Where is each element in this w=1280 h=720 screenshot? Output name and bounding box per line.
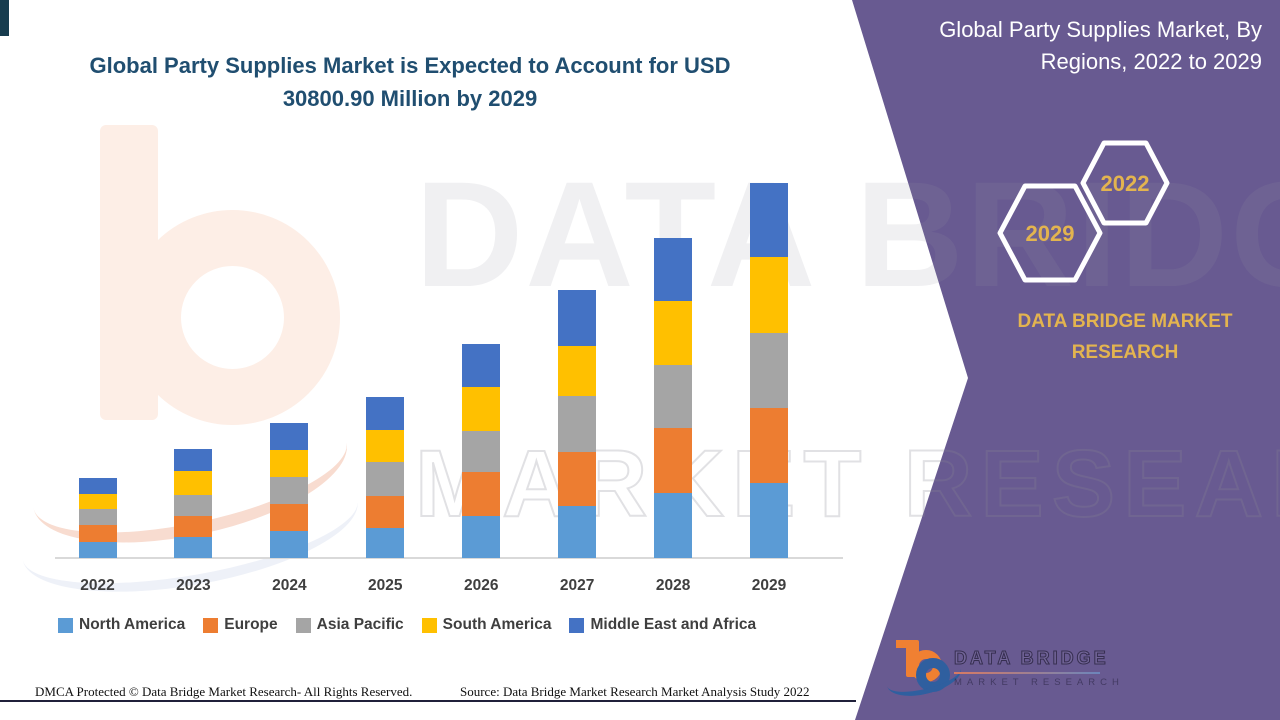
legend-label: North America bbox=[79, 616, 186, 633]
chart-title: Global Party Supplies Market is Expected… bbox=[89, 53, 731, 111]
legend-label: Asia Pacific bbox=[316, 616, 404, 633]
bar-segment-asia-pacific bbox=[270, 476, 309, 504]
bar-segment-middle-east-and-africa bbox=[558, 289, 597, 346]
bar-segment-middle-east-and-africa bbox=[462, 343, 501, 387]
legend-item-middle-east-and-africa: Middle East and Africa bbox=[569, 616, 756, 634]
corner-accent-mark bbox=[0, 0, 9, 36]
bar-segment-north-america bbox=[366, 527, 405, 558]
bar-segment-north-america bbox=[462, 516, 501, 558]
legend-item-asia-pacific: Asia Pacific bbox=[295, 616, 404, 634]
stacked-bar-2022 bbox=[78, 478, 117, 558]
x-axis-label-2028: 2028 bbox=[655, 577, 691, 594]
legend-label: South America bbox=[442, 616, 552, 633]
footer-divider-line bbox=[0, 700, 856, 702]
legend-swatch bbox=[295, 617, 311, 633]
legend-item-europe: Europe bbox=[203, 616, 278, 634]
x-axis-label-2026: 2026 bbox=[463, 577, 499, 594]
legend-swatch bbox=[569, 617, 585, 633]
legend-swatch bbox=[203, 617, 219, 633]
stacked-bar-2028 bbox=[654, 238, 693, 558]
stacked-bar-2026 bbox=[462, 343, 501, 558]
bar-segment-middle-east-and-africa bbox=[174, 449, 213, 472]
bar-segment-middle-east-and-africa bbox=[78, 478, 117, 494]
x-axis-label-2023: 2023 bbox=[176, 577, 211, 594]
bar-segment-south-america bbox=[558, 345, 597, 397]
bar-segment-south-america bbox=[654, 300, 693, 365]
x-axis-label-2027: 2027 bbox=[559, 577, 595, 594]
legend-label: Middle East and Africa bbox=[590, 616, 757, 633]
legend-swatch bbox=[58, 617, 73, 633]
bar-segment-south-america bbox=[750, 257, 788, 333]
stacked-bar-2024 bbox=[270, 423, 309, 558]
bar-segment-asia-pacific bbox=[558, 396, 597, 453]
bar-segment-north-america bbox=[78, 541, 117, 558]
x-axis-label-2022: 2022 bbox=[80, 577, 115, 594]
background-logo-watermark bbox=[13, 115, 367, 614]
bar-segment-north-america bbox=[558, 506, 597, 558]
footer-source-text: Source: Data Bridge Market Research Mark… bbox=[460, 684, 810, 699]
legend-label: Europe bbox=[224, 616, 278, 633]
x-axis-label-2024: 2024 bbox=[272, 577, 307, 594]
bar-segment-middle-east-and-africa bbox=[654, 238, 693, 301]
footer-dmca-text: DMCA Protected © Data Bridge Market Rese… bbox=[35, 684, 413, 699]
bar-segment-europe bbox=[462, 472, 501, 517]
bar-segment-asia-pacific bbox=[750, 332, 788, 409]
bar-segment-north-america bbox=[270, 531, 309, 558]
bar-segment-middle-east-and-africa bbox=[270, 423, 309, 451]
bar-segment-asia-pacific bbox=[78, 508, 117, 525]
bar-segment-middle-east-and-africa bbox=[366, 397, 405, 430]
bar-segment-europe bbox=[270, 503, 309, 532]
bar-segment-north-america bbox=[750, 483, 788, 558]
bar-segment-south-america bbox=[366, 429, 405, 463]
bar-segment-europe bbox=[78, 524, 117, 542]
legend-item-north-america: North America bbox=[58, 616, 185, 634]
x-axis-line bbox=[55, 557, 843, 559]
bar-segment-north-america bbox=[654, 492, 693, 558]
bar-segment-europe bbox=[750, 408, 788, 484]
bar-segment-asia-pacific bbox=[366, 462, 405, 496]
stacked-bar-2027 bbox=[558, 289, 597, 558]
bar-segment-south-america bbox=[78, 493, 117, 509]
bar-segment-europe bbox=[366, 495, 405, 528]
bar-segment-north-america bbox=[174, 536, 213, 558]
legend-swatch bbox=[421, 617, 437, 633]
bar-segment-south-america bbox=[270, 450, 309, 477]
bar-segment-south-america bbox=[174, 471, 213, 495]
legend: North America Europe Asia Pacific South Ame… bbox=[58, 616, 756, 634]
bar-segment-europe bbox=[654, 428, 693, 493]
x-axis-label-2029: 2029 bbox=[751, 577, 787, 594]
bar-segment-middle-east-and-africa bbox=[750, 183, 788, 258]
bar-segment-asia-pacific bbox=[174, 494, 213, 516]
bar-segment-europe bbox=[174, 515, 213, 537]
stacked-bar-2025 bbox=[366, 397, 405, 558]
bar-segment-asia-pacific bbox=[462, 431, 501, 473]
bar-segment-europe bbox=[558, 452, 597, 507]
stacked-bar-2023 bbox=[174, 449, 213, 558]
legend-item-south-america: South America bbox=[421, 616, 552, 634]
bar-segment-asia-pacific bbox=[654, 364, 693, 429]
x-axis-label-2025: 2025 bbox=[368, 577, 403, 594]
bar-segment-south-america bbox=[462, 386, 501, 432]
stacked-bar-2029 bbox=[750, 183, 788, 558]
